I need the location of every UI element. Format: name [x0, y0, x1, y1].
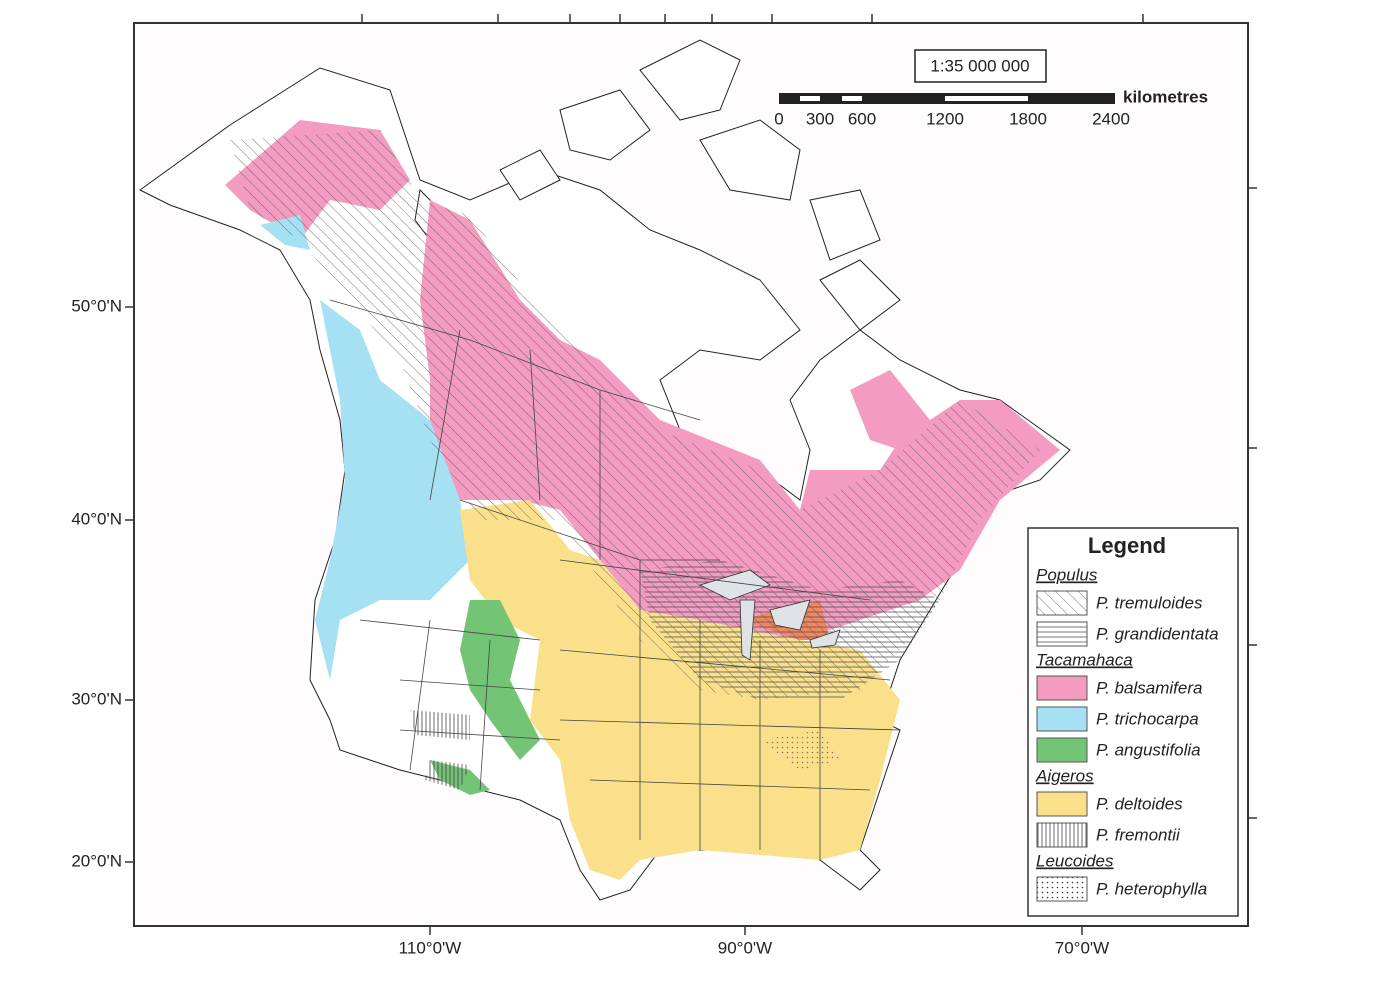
legend-swatch [1036, 621, 1088, 647]
legend-title: Legend [1088, 533, 1166, 558]
range-trichocarpa [315, 300, 470, 680]
map-body [139, 39, 1071, 901]
legend-swatch [1036, 590, 1088, 616]
legend-label: P. fremontii [1096, 825, 1181, 844]
range-tremuloides [230, 130, 1040, 700]
legend-swatch [1036, 791, 1088, 817]
legend-swatch [1036, 876, 1088, 902]
legend-label: P. tremuloides [1096, 593, 1203, 612]
range-deltoides [460, 500, 900, 880]
latitude-label: 40°0'N [71, 509, 122, 528]
range-fremontii [410, 710, 470, 790]
legend-group: Tacamahaca [1036, 650, 1133, 669]
latitude-label: 50°0'N [71, 296, 122, 315]
legend-label: P. trichocarpa [1096, 709, 1199, 728]
longitude-label: 90°0'W [718, 938, 772, 957]
scale-label: 1200 [926, 109, 964, 128]
longitude-label: 70°0'W [1055, 938, 1109, 957]
scale-label: 2400 [1092, 109, 1130, 128]
scale-ratio-box [914, 49, 1047, 83]
legend-swatch [1036, 706, 1088, 732]
scale-unit: kilometres [1123, 87, 1208, 106]
latitude-label: 30°0'N [71, 689, 122, 708]
legend-label: P. grandidentata [1096, 624, 1219, 643]
legend-group: Leucoides [1036, 851, 1114, 870]
legend-swatch [1036, 822, 1088, 848]
arctic-islands [414, 39, 901, 331]
latitude-label: 20°0'N [71, 851, 122, 870]
scale-label: 300 [806, 109, 834, 128]
range-balsamifera [850, 370, 930, 450]
legend-label: P. balsamifera [1096, 678, 1202, 697]
scale-label: 600 [848, 109, 876, 128]
legend-group: Aigeros [1035, 766, 1094, 785]
longitude-label: 110°0'W [399, 938, 462, 957]
legend-label: P. heterophylla [1096, 879, 1207, 898]
range-grandidentata [640, 560, 940, 700]
legend-group: Populus [1036, 565, 1098, 584]
borders [329, 299, 901, 860]
scale-label: 1800 [1009, 109, 1047, 128]
legend-swatch [1036, 737, 1088, 763]
legend-label: P. deltoides [1096, 794, 1183, 813]
scale-bar [779, 93, 1115, 104]
legend-swatch [1036, 675, 1088, 701]
scale-label: 0 [774, 109, 783, 128]
range-angustifolia [460, 600, 540, 760]
frame-ticks [125, 14, 1257, 935]
legend-label: P. angustifolia [1096, 740, 1201, 759]
scale-ratio: 1:35 000 000 [930, 56, 1029, 75]
great-lakes [698, 569, 841, 661]
